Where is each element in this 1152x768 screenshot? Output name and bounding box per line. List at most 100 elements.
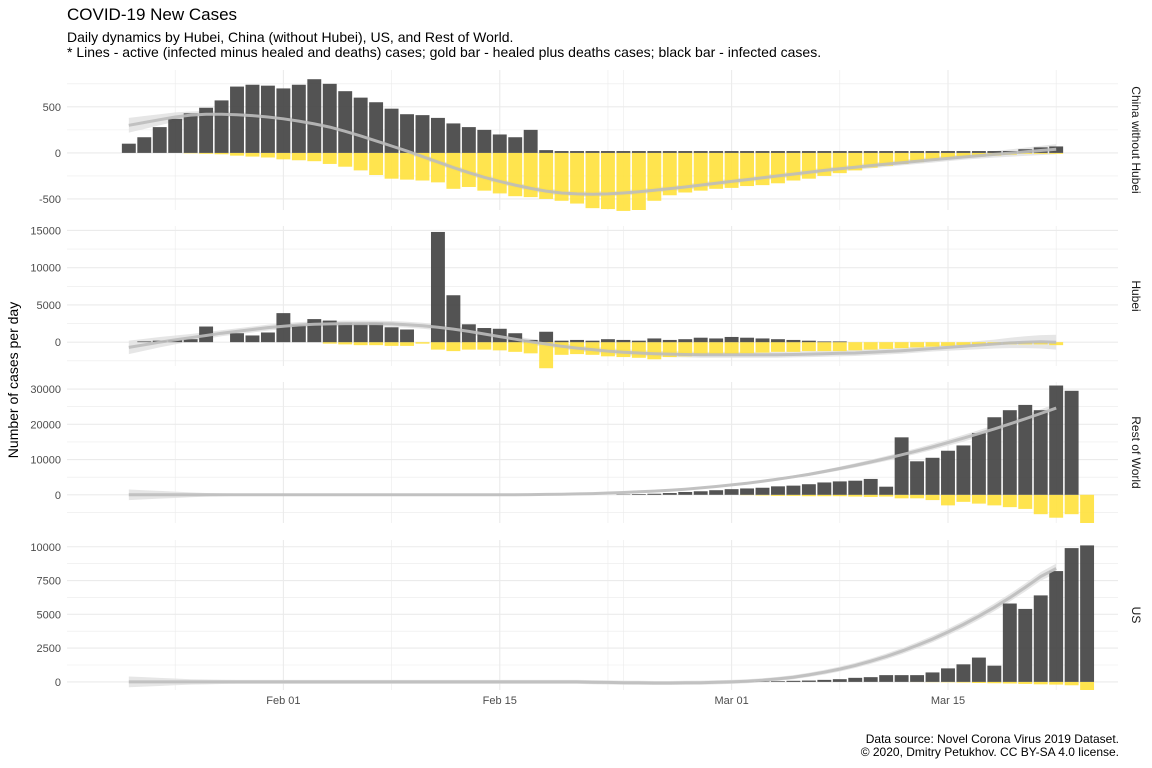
bar-infected: [430, 117, 445, 153]
bar-infected: [353, 97, 368, 153]
bar-healed-deaths: [956, 152, 971, 158]
bar-healed-deaths: [539, 342, 554, 369]
caption-line-2: © 2020, Dmitry Petukhov. CC BY-SA 4.0 li…: [860, 745, 1119, 759]
bar-infected: [879, 675, 894, 682]
bar-infected: [601, 339, 615, 343]
y-tick-label: 0: [55, 490, 61, 502]
bar-infected: [863, 677, 878, 682]
bar-infected: [168, 118, 183, 153]
bar-infected: [894, 675, 909, 682]
panel-2: 0 10000 20000 30000 Rest of World: [30, 382, 1143, 523]
bar-infected: [848, 677, 863, 682]
bar-healed-deaths: [353, 152, 368, 171]
bar-healed-deaths: [910, 152, 925, 163]
bar-infected: [910, 675, 925, 682]
y-tick-label: 10000: [30, 263, 61, 275]
bar-healed-deaths: [1018, 152, 1033, 154]
bar-healed-deaths: [817, 494, 832, 497]
x-tick-label: Mar 01: [714, 695, 748, 707]
bar-infected: [678, 491, 693, 495]
bar-infected: [894, 437, 909, 495]
bar-healed-deaths: [523, 342, 538, 354]
bar-infected: [338, 322, 353, 343]
bar-infected: [539, 331, 554, 343]
bar-healed-deaths: [956, 494, 971, 502]
bar-infected: [832, 481, 847, 495]
bar-infected: [1018, 404, 1033, 495]
bar-infected: [879, 151, 894, 153]
bar-healed-deaths: [631, 342, 646, 358]
y-tick-label: 15000: [30, 225, 61, 237]
bar-healed-deaths: [338, 342, 353, 345]
bar-infected: [662, 151, 677, 153]
bar-infected: [152, 127, 167, 153]
bar-healed-deaths: [724, 152, 739, 188]
bar-healed-deaths: [1049, 681, 1064, 685]
bar-infected: [554, 151, 569, 153]
bar-infected: [786, 151, 801, 153]
bar-infected: [801, 680, 816, 682]
bar-infected: [662, 339, 677, 343]
facet-label: Hubei: [1129, 280, 1143, 311]
bar-infected: [400, 114, 414, 153]
bar-infected: [647, 338, 662, 343]
bar-infected: [693, 491, 708, 495]
bar-infected: [585, 340, 600, 343]
bar-healed-deaths: [971, 681, 986, 683]
bar-infected: [1018, 608, 1033, 682]
x-tick-label: Feb 15: [483, 695, 517, 707]
bar-infected: [291, 84, 306, 153]
bar-healed-deaths: [554, 152, 569, 201]
active-smooth-line: [128, 112, 1057, 196]
bar-healed-deaths: [771, 342, 785, 352]
chart-caption: Data source: Novel Corona Virus 2019 Dat…: [861, 733, 1119, 759]
bar-infected: [925, 457, 940, 495]
bar-infected: [276, 88, 291, 153]
bar-healed-deaths: [678, 342, 693, 357]
x-tick-label: Mar 15: [931, 695, 965, 707]
bar-infected: [693, 151, 708, 153]
bar-healed-deaths: [214, 152, 229, 155]
bar-healed-deaths: [353, 342, 368, 346]
bar-infected: [1064, 548, 1079, 682]
bar-healed-deaths: [1064, 494, 1079, 515]
y-tick-label: 10000: [30, 542, 61, 554]
bar-infected: [801, 484, 816, 495]
bar-healed-deaths: [987, 494, 1002, 506]
bar-healed-deaths: [291, 152, 306, 161]
bar-healed-deaths: [925, 494, 940, 501]
bar-healed-deaths: [894, 152, 909, 164]
bar-infected: [631, 494, 646, 495]
bar-healed-deaths: [709, 342, 724, 355]
bar-infected: [801, 340, 816, 343]
bar-healed-deaths: [755, 342, 770, 353]
bar-healed-deaths: [925, 342, 940, 347]
bar-infected: [230, 333, 244, 343]
bar-infected: [307, 79, 322, 153]
bar-infected: [678, 339, 693, 343]
bar-infected: [771, 486, 785, 495]
bar-healed-deaths: [941, 152, 955, 159]
bar-healed-deaths: [523, 152, 538, 198]
bar-infected: [369, 322, 384, 343]
bar-infected: [647, 493, 662, 495]
bar-infected: [709, 338, 724, 343]
bar-infected: [631, 340, 646, 343]
bar-healed-deaths: [508, 342, 523, 352]
y-tick-label: 20000: [30, 419, 61, 431]
bar-healed-deaths: [894, 494, 909, 499]
y-tick-label: 5000: [37, 300, 61, 312]
bar-infected: [832, 679, 847, 682]
bar-infected: [662, 493, 677, 495]
bar-healed-deaths: [709, 152, 724, 189]
bar-healed-deaths: [1064, 681, 1079, 686]
bar-infected: [291, 325, 306, 343]
bar-infected: [987, 151, 1002, 153]
bar-infected: [570, 151, 584, 153]
bar-healed-deaths: [956, 681, 971, 683]
bar-infected: [894, 151, 909, 153]
bar-infected: [338, 91, 353, 153]
bar-healed-deaths: [832, 494, 847, 497]
bar-healed-deaths: [755, 494, 770, 496]
bar-infected: [817, 341, 832, 343]
